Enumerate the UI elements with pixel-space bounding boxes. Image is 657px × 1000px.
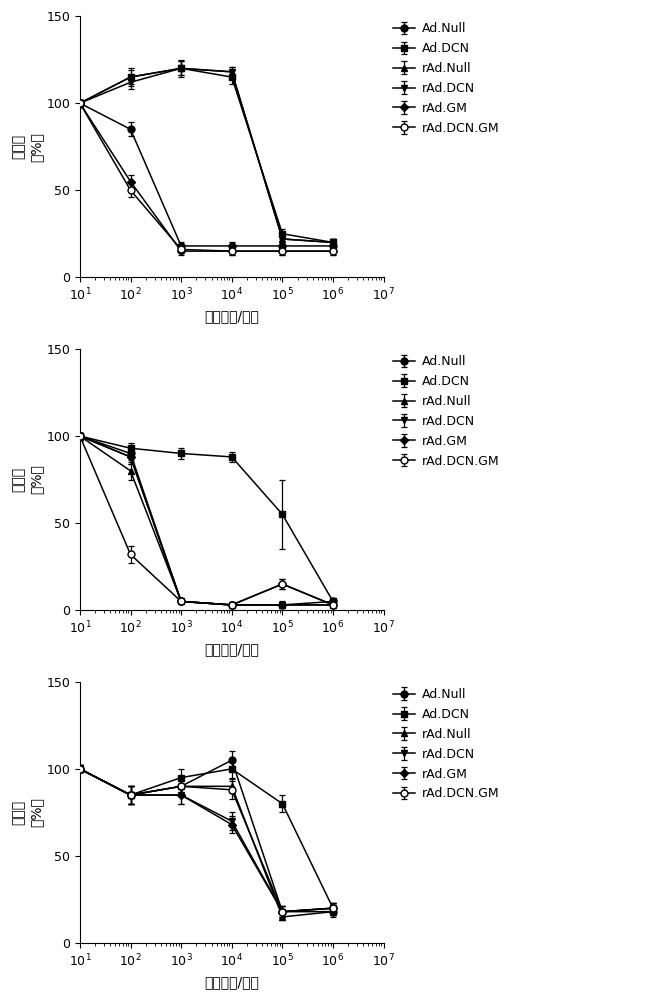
Y-axis label: 存活率
（%）: 存活率 （%） [11,132,43,162]
X-axis label: 病毒颛粒/细胞: 病毒颛粒/细胞 [204,975,260,989]
Legend: Ad.Null, Ad.DCN, rAd.Null, rAd.DCN, rAd.GM, rAd.DCN.GM: Ad.Null, Ad.DCN, rAd.Null, rAd.DCN, rAd.… [393,355,499,468]
Legend: Ad.Null, Ad.DCN, rAd.Null, rAd.DCN, rAd.GM, rAd.DCN.GM: Ad.Null, Ad.DCN, rAd.Null, rAd.DCN, rAd.… [393,22,499,135]
X-axis label: 病毒颛粒/细胞: 病毒颛粒/细胞 [204,642,260,656]
Y-axis label: 存活率
（%）: 存活率 （%） [11,797,43,827]
X-axis label: 病毒颛粒/细胞: 病毒颛粒/细胞 [204,309,260,323]
Legend: Ad.Null, Ad.DCN, rAd.Null, rAd.DCN, rAd.GM, rAd.DCN.GM: Ad.Null, Ad.DCN, rAd.Null, rAd.DCN, rAd.… [393,688,499,800]
Y-axis label: 存活率
（%）: 存活率 （%） [11,465,43,494]
